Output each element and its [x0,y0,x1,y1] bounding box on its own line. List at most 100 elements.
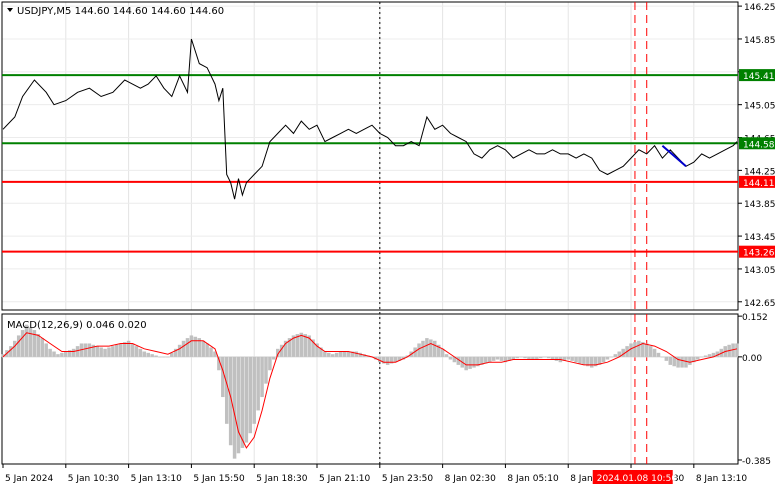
price-panel-frame [1,1,739,311]
macd-histogram-bar [672,356,676,367]
macd-histogram-bar [213,351,217,357]
macd-histogram-bar [138,348,143,357]
macd-histogram-bar [44,343,48,357]
macd-histogram-bar [707,354,712,357]
x-axis: 5 Jan 2024 5 Jan 10:30 5 Jan 13:10 5 Jan 15… [2,464,748,484]
y-axis: 146.25145.85145.45145.05144.65144.25143.… [738,3,776,467]
macd-histogram-bar [111,346,115,357]
macd-histogram-bar [464,356,468,371]
macd-histogram-bar [405,355,410,357]
macd-histogram-bar [433,340,437,357]
macd-histogram-bar [578,356,582,364]
macd-histogram-bar [342,351,347,357]
collapse-triangle-icon[interactable] [7,8,13,12]
macd-histogram-bar [346,351,351,357]
macd-signal-line [2,332,738,449]
macd-histogram-bar [582,356,586,365]
macd-histogram-bar [495,356,500,360]
macd-histogram-bar [605,356,610,360]
macd-histogram-bar [421,340,425,357]
y-tick-label: 143.85 [744,200,776,210]
macd-histogram-bar [476,356,480,367]
price-line [2,38,738,200]
macd-histogram-bar [546,356,551,359]
macd-histogram-bar [644,343,649,357]
macd-histogram-bar [652,348,657,357]
macd-histogram-bar [279,344,284,357]
y-tick-label: 146.25 [744,3,776,13]
macd-histogram-bar [13,340,17,357]
macd-histogram-bar [637,340,641,357]
macd-histogram-bar [166,356,170,358]
macd-histogram-bar [224,356,229,424]
macd-histogram-bar [703,355,708,357]
macd-histogram-bar [684,356,688,368]
macd-histogram-bar [648,346,653,357]
macd-histogram-bar [315,343,319,357]
macd-histogram-bar [323,351,327,357]
macd-histogram-bar [554,356,559,361]
macd-histogram-bar [107,347,111,357]
macd-histogram-bar [523,356,527,359]
macd-histogram-bar [542,356,547,358]
macd-histogram-bar [36,334,41,357]
macd-histogram-bar [444,354,449,357]
macd-histogram-bar [440,348,445,357]
macd-histogram-bar [221,356,225,398]
macd-histogram-bar [134,346,139,357]
macd-histogram-bar [9,346,13,357]
macd-histogram-bar [330,354,335,357]
price-level-label: 144.11 [743,179,775,189]
macd-histogram-bar [248,356,253,434]
macd-histogram-bar [570,356,574,361]
macd-histogram-bar [562,356,567,361]
macd-histogram-bar [621,348,625,357]
macd-histogram-bar [436,344,441,357]
price-level-tag [739,137,775,150]
macd-histogram-bar [40,338,45,357]
macd-histogram-bar [692,356,696,363]
macd-histogram-bar [452,356,457,363]
macd-histogram-bar [491,356,496,361]
macd-histogram-bar [24,324,29,357]
macd-histogram-bar [87,343,92,357]
macd-histogram-bar [177,344,182,357]
price-panel-title: USDJPY,M5 144.60 144.60 144.60 144.60 [17,6,224,17]
macd-histogram-bar [429,339,433,357]
macd-histogram-bar [252,356,256,424]
x-tick-label: 8 Jan 13:10 [696,474,748,484]
y-tick-label: 144.25 [744,167,776,177]
y-tick-label: 145.05 [744,102,776,112]
macd-y-tick-label: 0.152 [742,313,768,323]
macd-histogram-bar [601,356,606,363]
price-series [2,38,738,200]
macd-histogram-bar [425,338,429,357]
macd-series [1,324,739,459]
macd-histogram-bar [95,346,99,357]
macd-histogram-bar [338,351,343,357]
macd-histogram-bar [472,356,476,368]
x-tick-label: 5 Jan 15:50 [193,474,245,484]
macd-histogram-bar [735,343,739,357]
macd-histogram-bar [468,356,472,369]
macd-histogram-bar [597,356,602,365]
macd-histogram-bar [32,330,37,357]
macd-histogram-bar [354,351,359,357]
macd-histogram-bar [633,342,637,357]
price-level-label: 143.26 [743,249,775,259]
macd-histogram-bar [480,356,484,365]
macd-histogram-bar [154,355,158,357]
macd-histogram-bar [586,356,590,367]
highlight-time-label: 2024.01.08 10:50 [597,474,678,484]
macd-histogram-bar [609,356,614,358]
macd-histogram-bar [381,356,386,364]
macd-y-tick-label: -0.385 [742,457,771,467]
macd-histogram-bar [173,348,178,357]
macd-histogram-bar [64,351,68,357]
macd-histogram-bar [91,344,96,357]
macd-histogram-bar [519,356,523,358]
macd-histogram-bar [232,356,237,459]
x-tick-label: 5 Jan 21:10 [319,474,371,484]
macd-histogram-bar [283,340,288,357]
